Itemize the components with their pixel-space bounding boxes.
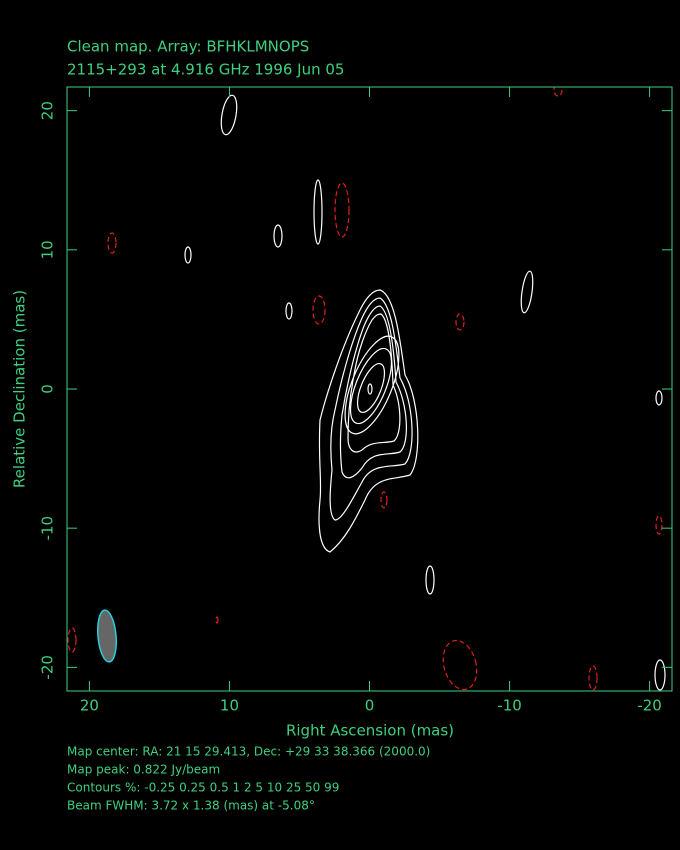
contour xyxy=(553,87,563,97)
x-tick-label: 10 xyxy=(220,697,239,715)
x-tick-label: 20 xyxy=(80,697,99,715)
contour xyxy=(588,665,598,691)
contour xyxy=(425,565,435,595)
chart-subtitle: 2115+293 at 4.916 GHz 1996 Jun 05 xyxy=(67,61,344,79)
contour xyxy=(215,616,219,624)
beam xyxy=(97,609,117,663)
y-tick-label: 10 xyxy=(39,240,57,259)
x-tick-label: -10 xyxy=(497,697,522,715)
x-axis-label: Right Ascension (mas) xyxy=(286,722,454,740)
annotation: Contours %: -0.25 0.25 0.5 1 2 5 10 25 5… xyxy=(67,781,339,795)
contour xyxy=(455,313,465,331)
contour xyxy=(367,383,373,395)
contour xyxy=(220,94,238,136)
annotation: Map center: RA: 21 15 29.413, Dec: +29 3… xyxy=(67,745,430,759)
contour xyxy=(380,491,388,509)
contour-map xyxy=(67,87,666,691)
contour xyxy=(344,335,400,435)
contour xyxy=(67,627,77,653)
contour xyxy=(655,390,663,406)
contour xyxy=(349,347,393,425)
y-tick-label: -10 xyxy=(39,516,57,541)
contour xyxy=(329,297,413,521)
annotation: Beam FWHM: 3.72 x 1.38 (mas) at -5.08° xyxy=(67,799,315,813)
y-tick-label: -20 xyxy=(39,655,57,680)
y-tick-label: 0 xyxy=(39,384,57,394)
annotation: Map peak: 0.822 Jy/beam xyxy=(67,763,220,777)
contour xyxy=(313,179,323,245)
contour xyxy=(273,224,283,248)
y-tick-label: 20 xyxy=(39,101,57,120)
contour xyxy=(520,270,534,314)
contour xyxy=(285,302,293,320)
contour xyxy=(339,305,407,479)
contour xyxy=(334,182,350,238)
contour xyxy=(654,659,666,691)
contour xyxy=(655,515,663,535)
contour xyxy=(107,232,117,254)
plot-frame xyxy=(66,86,673,692)
contour xyxy=(184,246,192,264)
contour xyxy=(312,295,326,325)
contour xyxy=(356,363,386,413)
x-tick-label: 0 xyxy=(365,697,375,715)
y-axis-label: Relative Declination (mas) xyxy=(11,290,29,488)
contour xyxy=(318,289,419,553)
contour xyxy=(442,639,478,691)
chart-title: Clean map. Array: BFHKLMNOPS xyxy=(67,38,309,56)
x-tick-label: -20 xyxy=(637,697,662,715)
